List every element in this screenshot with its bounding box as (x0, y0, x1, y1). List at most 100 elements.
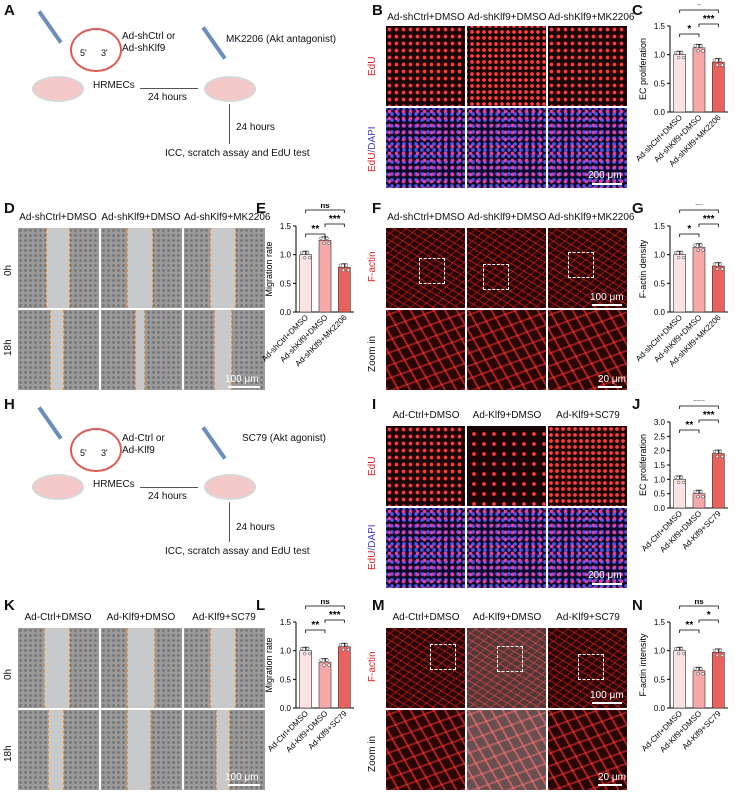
data-point (712, 262, 716, 266)
scratch-image (18, 310, 99, 390)
agonist-label: SC79 (Akt agonist) (242, 433, 326, 444)
data-point (712, 58, 716, 62)
data-point (344, 643, 348, 647)
data-point (674, 51, 678, 55)
micrograph-edu (548, 26, 627, 106)
data-point (699, 243, 703, 247)
data-point (674, 647, 678, 651)
vector-label-2: Ad-Klf9 (122, 445, 155, 456)
micrograph-zoom (386, 710, 465, 790)
bar (673, 254, 686, 313)
micrograph-edu-dapi (548, 508, 627, 588)
panel-letter-b: B (372, 2, 383, 19)
significance-label: * (697, 4, 701, 11)
scale-label: 200 μm (588, 570, 622, 581)
prime3-label: 3' (101, 48, 108, 58)
micrograph-factin (467, 628, 546, 708)
data-point (680, 647, 684, 651)
row-label-edu-dapi: EdU/DAPI (367, 524, 378, 570)
data-point (718, 648, 722, 653)
scale-bar (598, 784, 622, 786)
micrograph-edu-dapi (467, 108, 546, 188)
significance-label: ** (311, 224, 319, 235)
bar (318, 661, 332, 709)
group-label: Ad-shCtrl+DMSO (387, 12, 465, 23)
data-point (712, 449, 716, 454)
bar (299, 254, 312, 313)
group-label: Ad-shKlf9+DMSO (101, 212, 181, 223)
data-point (325, 658, 329, 662)
significance-bracket (679, 605, 719, 609)
panel-letter-a: A (4, 2, 15, 19)
y-tick-label: 1.5 (654, 461, 666, 470)
significance-label: * (707, 610, 711, 621)
data-point (718, 262, 722, 266)
dish-icon (204, 474, 256, 500)
data-point (696, 49, 700, 53)
row-label-18h: 18h (3, 339, 14, 356)
row-label-factin: F-actin (367, 251, 378, 282)
data-point (693, 44, 697, 48)
y-tick-label: 0.0 (280, 308, 292, 317)
data-point (720, 63, 724, 67)
scratch-image (101, 628, 182, 708)
data-point (701, 495, 705, 499)
panel-letter-g: G (632, 200, 644, 217)
group-label: Ad-Klf9+SC79 (556, 612, 620, 623)
y-tick-label: 0.5 (654, 79, 666, 88)
y-axis-label: F-actin density (638, 239, 648, 298)
row-label-0h: 0h (3, 264, 14, 276)
significance-label: *** (693, 400, 705, 407)
panel-letter-j: J (632, 396, 641, 413)
group-label: Ad-Klf9+DMSO (472, 410, 542, 421)
data-point (346, 648, 350, 652)
scratch-image (18, 628, 99, 708)
y-tick-label: 1.0 (654, 51, 666, 60)
endpoint-label: ICC, scratch assay and EdU test (165, 148, 310, 159)
micrograph-zoom (548, 310, 627, 390)
micrograph-factin (386, 228, 465, 308)
row-label-0h: 0h (3, 668, 14, 680)
pipette-icon (37, 406, 63, 440)
y-tick-label: 0.5 (654, 279, 666, 288)
group-label: Ad-shKlf9+MK2206 (184, 212, 271, 223)
scratch-image (184, 710, 265, 790)
micrograph-zoom (467, 710, 546, 790)
y-tick-label: 1.0 (280, 647, 292, 656)
micrograph-factin (467, 228, 546, 308)
data-point (341, 648, 345, 652)
vector-label-2: Ad-shKlf9 (122, 43, 166, 54)
micrograph-edu-dapi (467, 508, 546, 588)
significance-bracket (324, 619, 345, 623)
significance-bracket (698, 23, 719, 27)
time-label-2: 24 hours (236, 522, 275, 533)
significance-bracket (679, 629, 700, 633)
scale-label: 100 μm (590, 292, 624, 303)
significance-bracket (698, 619, 719, 623)
bar (673, 650, 686, 709)
data-point (715, 454, 719, 459)
bar-chart-c: 0.00.51.01.5EC proliferationAd-shCtrl+DM… (636, 4, 728, 168)
y-tick-label: 1.5 (654, 22, 666, 31)
y-axis-label: Migration rate (264, 637, 274, 692)
prime5-label: 5' (80, 48, 87, 58)
row-label-factin: F-actin (367, 651, 378, 682)
significance-label: ** (685, 420, 693, 431)
data-point (338, 643, 342, 647)
pipette-icon (201, 426, 227, 460)
data-point (715, 267, 719, 271)
data-point (693, 490, 697, 494)
micrograph-factin (548, 228, 627, 308)
y-axis-label: F-actin intensity (638, 633, 648, 697)
group-label: Ad-shCtrl+DMSO (19, 212, 97, 223)
data-point (303, 256, 307, 260)
panel-letter-k: K (4, 597, 15, 614)
data-point (677, 256, 681, 260)
pipette-icon (37, 10, 63, 44)
significance-bracket (305, 629, 326, 633)
data-point (682, 480, 686, 484)
data-point (308, 256, 312, 260)
cells-label: HRMECs (93, 479, 135, 490)
y-tick-label: 1.5 (280, 618, 292, 627)
